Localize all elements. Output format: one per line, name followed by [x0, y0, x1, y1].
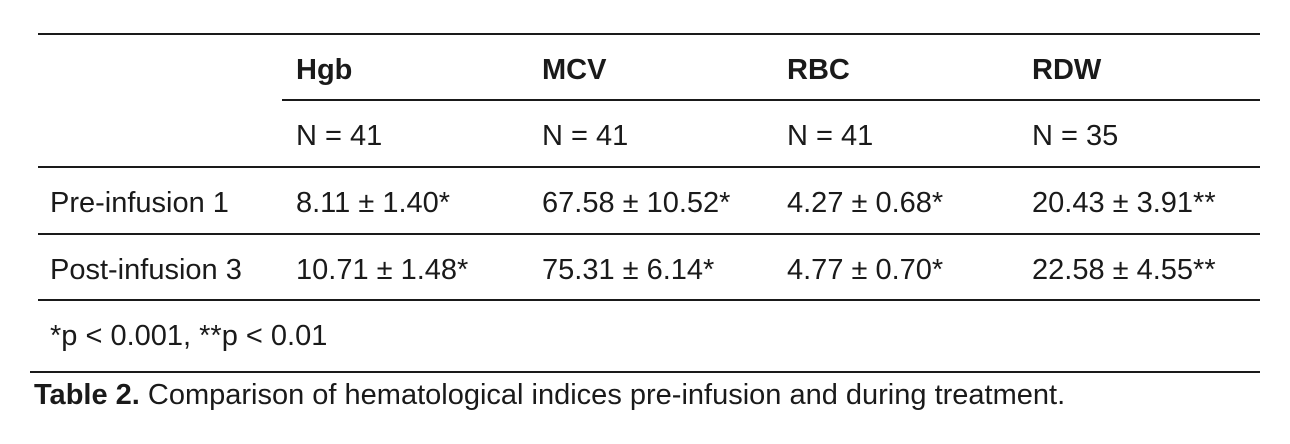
row-label-post-infusion: Post-infusion 3 [50, 254, 242, 286]
column-header-rbc: RBC [787, 54, 850, 86]
n-count-hgb: N = 41 [296, 120, 383, 152]
caption-text: Comparison of hematological indices pre-… [139, 379, 1066, 411]
caption-top-rule [30, 371, 1260, 373]
table-cell: 75.31 ± 6.14* [542, 254, 715, 286]
table-caption: Table 2. Comparison of hematological ind… [34, 377, 1065, 413]
caption-label: Table 2. [34, 379, 140, 411]
row1-rule [38, 233, 1260, 235]
table-footnote: *p < 0.001, **p < 0.01 [50, 320, 328, 352]
n-count-rdw: N = 35 [1032, 120, 1119, 152]
n-count-mcv: N = 41 [542, 120, 629, 152]
column-header-rdw: RDW [1032, 54, 1102, 86]
table-cell: 20.43 ± 3.91** [1032, 187, 1216, 219]
table-cell: 67.58 ± 10.52* [542, 187, 731, 219]
table-cell: 10.71 ± 1.48* [296, 254, 469, 286]
row2-rule [38, 299, 1260, 301]
row-label-pre-infusion: Pre-infusion 1 [50, 187, 229, 219]
table-top-rule [38, 33, 1260, 35]
column-header-hgb: Hgb [296, 54, 353, 86]
table-cell: 4.27 ± 0.68* [787, 187, 944, 219]
table-cell: 8.11 ± 1.40* [296, 187, 451, 219]
table-cell: 4.77 ± 0.70* [787, 254, 944, 286]
header-underline-rule [282, 99, 1260, 101]
table-cell: 22.58 ± 4.55** [1032, 254, 1216, 286]
n-row-rule [38, 166, 1260, 168]
n-count-rbc: N = 41 [787, 120, 874, 152]
column-header-mcv: MCV [542, 54, 607, 86]
